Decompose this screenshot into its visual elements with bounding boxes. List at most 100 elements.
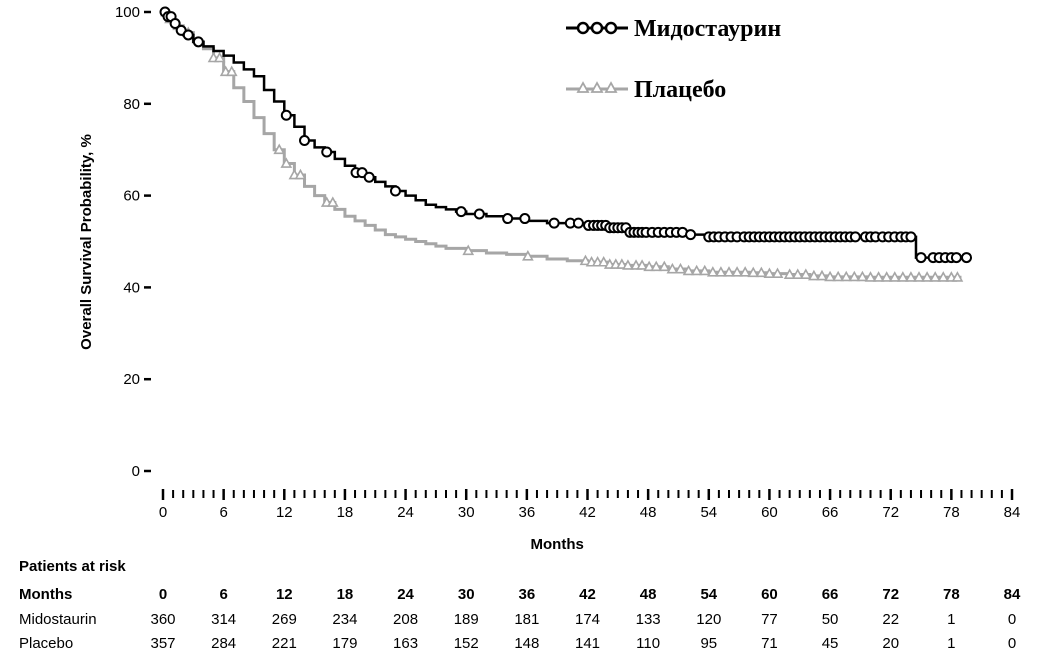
risk-value: 208	[393, 611, 418, 628]
censor-mark	[280, 109, 292, 121]
risk-value: 179	[332, 635, 357, 652]
x-tick-label: 60	[761, 504, 778, 521]
risk-value: 133	[636, 611, 661, 628]
y-tick-label: 100	[115, 4, 140, 21]
risk-header-month: 0	[159, 586, 167, 603]
censor-mark	[579, 254, 592, 266]
censor-mark	[643, 260, 656, 272]
risk-header-month: 84	[1004, 586, 1021, 603]
censor-mark	[763, 267, 776, 279]
censor-mark	[872, 271, 885, 282]
risk-value: 20	[882, 635, 899, 652]
censor-mark	[522, 250, 534, 261]
censor-mark	[929, 271, 942, 282]
censor-mark	[706, 266, 719, 277]
risk-value: 50	[822, 611, 839, 628]
censor-mark	[799, 268, 812, 279]
legend-label: Плацебо	[634, 77, 726, 103]
censor-mark	[961, 252, 973, 264]
x-tick-label: 0	[159, 504, 167, 521]
risk-row-label: Midostaurin	[19, 611, 97, 628]
x-tick-label: 18	[337, 504, 354, 521]
legend-marker	[604, 81, 618, 93]
risk-header-month: 66	[822, 586, 839, 603]
risk-value: 120	[696, 611, 721, 628]
risk-value: 181	[514, 611, 539, 628]
censor-mark	[951, 271, 964, 282]
series-midostaurin	[159, 6, 973, 264]
risk-header-month: 72	[882, 586, 899, 603]
x-axis-title: Months	[531, 536, 584, 553]
x-tick-label: 36	[519, 504, 536, 521]
risk-header-month: 12	[276, 586, 293, 603]
risk-value: 357	[150, 635, 175, 652]
censor-mark	[636, 259, 648, 270]
x-tick-label: 48	[640, 504, 657, 521]
censor-mark	[840, 270, 853, 282]
risk-value: 174	[575, 611, 600, 628]
censor-mark	[698, 264, 711, 276]
censor-mark	[832, 270, 845, 282]
risk-header-month: 60	[761, 586, 778, 603]
series-line	[163, 10, 967, 259]
risk-value: 77	[761, 611, 778, 628]
censor-mark	[685, 229, 697, 241]
censor-mark	[299, 135, 310, 147]
censor-mark	[690, 264, 703, 276]
y-tick-label: 20	[123, 371, 140, 388]
censor-mark	[682, 264, 695, 276]
censor-mark	[389, 185, 401, 197]
risk-row-label: Placebo	[19, 635, 73, 652]
x-tick-label: 24	[397, 504, 414, 521]
risk-value: 360	[150, 611, 175, 628]
censor-mark	[225, 65, 238, 77]
censor-mark	[192, 36, 204, 48]
legend-marker	[590, 21, 604, 35]
censor-mark	[731, 266, 743, 277]
risk-value: 148	[514, 635, 539, 652]
risk-value: 110	[636, 635, 660, 652]
censor-mark	[326, 196, 339, 207]
censor-mark	[791, 268, 804, 279]
censor-mark	[888, 271, 901, 282]
censor-mark	[715, 266, 727, 277]
censor-mark	[848, 270, 861, 282]
risk-header-label: Months	[19, 586, 72, 603]
censor-mark	[548, 217, 560, 229]
risk-value: 95	[700, 635, 717, 652]
x-tick-label: 30	[458, 504, 475, 521]
censor-mark	[213, 51, 226, 63]
censor-mark	[650, 260, 663, 272]
risk-value: 221	[272, 635, 297, 652]
censor-mark	[905, 271, 917, 282]
risk-value: 0	[1008, 611, 1016, 628]
legend: Мидостаурин Плацебо	[566, 16, 781, 103]
risk-header-month: 30	[458, 586, 475, 603]
risk-header-month: 78	[943, 586, 960, 603]
censor-mark	[363, 171, 375, 183]
risk-value: 269	[272, 611, 297, 628]
x-tick-label: 72	[882, 504, 899, 521]
risk-header-month: 24	[397, 586, 414, 603]
y-tick-label: 60	[123, 188, 140, 205]
risk-value: 45	[822, 635, 839, 652]
censor-mark	[921, 271, 933, 282]
risk-value: 314	[211, 611, 236, 628]
risk-table-heading: Patients at risk	[19, 558, 126, 575]
censor-mark	[597, 256, 610, 267]
censor-mark	[519, 213, 531, 225]
censor-mark	[856, 270, 869, 282]
x-tick-label: 12	[276, 504, 293, 521]
y-tick-label: 40	[123, 279, 140, 296]
censor-mark	[739, 266, 752, 277]
x-tick-label: 6	[219, 504, 227, 521]
censor-mark	[473, 208, 485, 220]
risk-value: 163	[393, 635, 418, 652]
censor-mark	[849, 231, 861, 243]
censor-mark	[864, 271, 877, 282]
censor-mark	[616, 258, 628, 269]
censor-mark	[771, 267, 784, 279]
censor-mark	[294, 168, 307, 180]
legend-marker	[576, 21, 590, 35]
